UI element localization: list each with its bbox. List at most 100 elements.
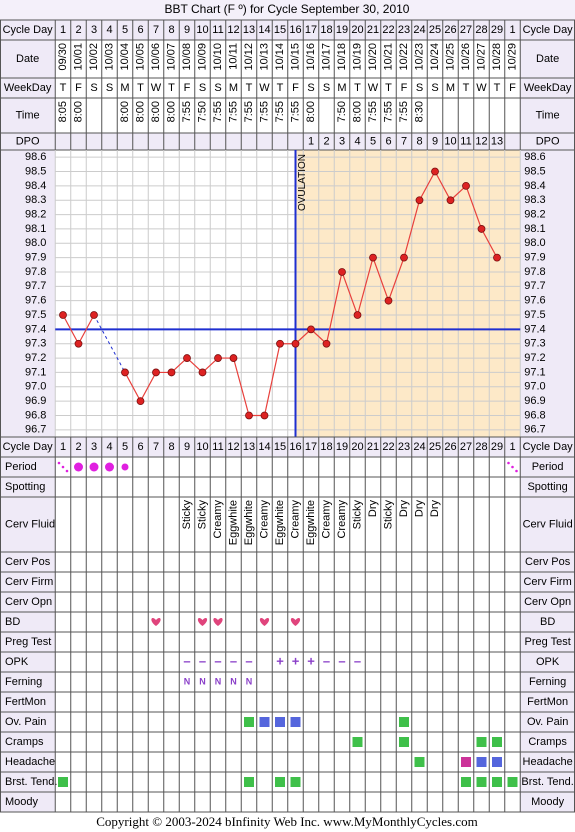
cycle_days-cell: 1 (509, 24, 515, 36)
cycle_days-cell: 14 (258, 24, 270, 36)
symptom-square (275, 777, 285, 787)
cycle_days-cell: 25 (429, 24, 441, 36)
fluid-cell: Dry (398, 500, 410, 518)
y-tick-label: 98.5 (524, 165, 545, 177)
text-cell: + (307, 653, 315, 668)
temperature-point (214, 354, 222, 362)
weekdays-cell: T (60, 82, 67, 94)
row-label: WeekDay (4, 82, 52, 94)
fluid-cell: Sticky (196, 500, 208, 530)
row-label: Time (536, 109, 560, 121)
dpo-cell: 12 (475, 135, 487, 147)
fluid-cell: Sticky (382, 500, 394, 530)
row-label: Cerv Opn (5, 596, 52, 608)
y-tick-label: 97.3 (25, 338, 46, 350)
weekdays-cell: S (106, 82, 113, 94)
symptom-square (476, 737, 487, 747)
times-cell: 8:00 (72, 101, 84, 122)
y-tick-label: 97.5 (25, 309, 46, 321)
cycle-day-cell: 17 (305, 441, 317, 453)
times-cell: 7:55 (243, 101, 255, 122)
row-label: Headache (5, 756, 55, 768)
dates-cell: 10/29 (506, 43, 518, 71)
cycle-day-cell: 7 (153, 441, 159, 453)
chart-title: BBT Chart (F º) for Cycle September 30, … (165, 2, 410, 16)
y-tick-label: 96.7 (25, 424, 46, 436)
weekdays-cell: T (246, 82, 253, 94)
y-tick-label: 98.0 (25, 237, 46, 249)
row-label: OPK (536, 656, 560, 668)
post-ovulation-shade (295, 150, 521, 437)
weekdays-cell: F (292, 82, 299, 94)
dates-cell: 10/11 (227, 43, 239, 70)
cycle_days-cell: 6 (137, 24, 143, 36)
cycle-day-cell: 3 (91, 441, 97, 453)
row-label: Preg Test (5, 636, 51, 648)
row-label: FertMon (527, 696, 568, 708)
times-cell: 7:55 (227, 101, 239, 122)
times-cell: 8:00 (351, 101, 363, 122)
row-label: DPO (16, 135, 40, 147)
cycle-day-cell: 21 (367, 441, 379, 453)
text-cell: – (199, 653, 206, 668)
cycle_days-cell: 11 (212, 24, 223, 36)
y-tick-label: 97.8 (25, 266, 46, 278)
dates-cell: 10/10 (212, 43, 224, 71)
times-cell: 8:00 (305, 101, 317, 122)
cycle_days-cell: 5 (122, 24, 128, 36)
temperature-point (136, 397, 145, 406)
symptom-square (290, 717, 301, 727)
dpo-cell: 13 (491, 135, 503, 147)
symptom-square (461, 777, 471, 787)
row-label: FertMon (5, 696, 46, 708)
times-cell: 7:50 (196, 101, 208, 122)
y-tick-label: 98.6 (524, 151, 545, 163)
title-bar (0, 0, 575, 20)
dates-cell: 10/15 (289, 43, 301, 71)
symptom-square (414, 757, 425, 767)
row-label: Cramps (528, 736, 567, 748)
y-tick-label: 96.8 (25, 409, 46, 421)
row-label: Brst. Tend. (5, 776, 57, 788)
cycle-day-cell: 22 (382, 441, 394, 453)
fluid-cell: Sticky (351, 500, 363, 530)
cycle-day-cell: 25 (429, 441, 441, 453)
temperature-point (276, 339, 284, 348)
row-label: Cerv Firm (5, 576, 53, 588)
times-cell: 8:00 (134, 101, 146, 122)
temperature-point (183, 354, 191, 362)
symptom-square (476, 777, 487, 787)
temperature-point (59, 311, 67, 319)
fluid-cell: Dry (429, 500, 441, 518)
cycle-day-cell: 19 (336, 441, 348, 453)
fluid-cell: Eggwhite (274, 500, 286, 545)
dates-cell: 10/27 (475, 43, 487, 71)
weekdays-cell: T (494, 82, 501, 94)
weekdays-cell: T (463, 82, 470, 94)
temperature-point (245, 411, 253, 420)
text-cell: – (183, 653, 190, 668)
row-label: Brst. Tend. (521, 776, 573, 788)
row-label: Period (5, 461, 37, 473)
weekdays-cell: F (401, 82, 408, 94)
dpo-cell: 9 (432, 135, 438, 147)
cycle-day-cell: 27 (460, 441, 472, 453)
y-tick-label: 97.7 (25, 280, 46, 292)
footer: Copyright © 2003-2024 bInfinity Web Inc.… (96, 814, 477, 829)
y-tick-label: 98.3 (524, 194, 545, 206)
dates-cell: 10/22 (398, 43, 410, 71)
cycle_days-cell: 20 (351, 24, 363, 36)
weekdays-cell: W (368, 82, 379, 94)
row-label: Cycle Day (523, 24, 574, 36)
symptom-square (352, 737, 363, 747)
row-label: Cerv Pos (525, 556, 571, 568)
y-tick-label: 97.9 (25, 252, 46, 264)
weekdays-cell: M (446, 82, 455, 94)
cycle-day-cell: 2 (75, 441, 81, 453)
weekdays-cell: T (354, 82, 361, 94)
dates-cell: 10/04 (119, 43, 131, 71)
temperature-point (167, 368, 176, 377)
dates-cell: 10/14 (274, 43, 286, 71)
symptom-square (275, 717, 285, 727)
